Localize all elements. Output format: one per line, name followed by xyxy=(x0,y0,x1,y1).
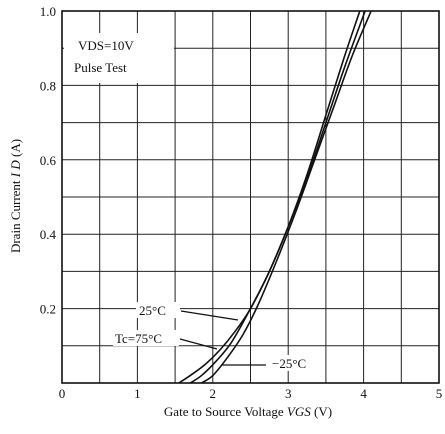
pulse-test-label: Pulse Test xyxy=(74,60,127,75)
y-axis-title: Drain Current I D (A) xyxy=(8,139,23,253)
x-tick-label: 1 xyxy=(134,386,141,401)
conditions-box xyxy=(64,33,174,83)
curve-series-1 xyxy=(189,11,366,383)
x-tick-label: 5 xyxy=(436,386,443,401)
grid xyxy=(62,11,439,383)
vds-condition: VDS=10V xyxy=(78,38,134,53)
curves xyxy=(178,11,372,383)
x-axis-title: Gate to Source Voltage VGS (V) xyxy=(164,404,332,419)
leader-line-25c xyxy=(180,310,239,321)
curve-label-minus25c: −25°C xyxy=(272,356,306,371)
plot-frame xyxy=(61,10,440,384)
y-tick-label: 1.0 xyxy=(40,4,56,19)
y-tick-label: 0.8 xyxy=(40,78,56,93)
curve-series-2 xyxy=(201,11,372,383)
y-tick-label: 0.6 xyxy=(40,153,57,168)
y-tick-label: 0.4 xyxy=(40,227,57,242)
x-tick-label: 2 xyxy=(210,386,217,401)
curve-label-75c: Tc=75°C xyxy=(115,331,162,346)
x-tick-label: 3 xyxy=(285,386,292,401)
tick-labels: 0 1 2 3 4 5 0.2 0.4 0.6 0.8 1.0 xyxy=(40,4,443,401)
label-bg-75 xyxy=(113,330,179,346)
x-tick-label: 4 xyxy=(360,386,367,401)
y-tick-label: 0.2 xyxy=(40,302,56,317)
x-tick-label: 0 xyxy=(59,386,66,401)
curve-label-25c: 25°C xyxy=(139,303,166,318)
label-bg-25 xyxy=(136,302,180,318)
leader-line-75c xyxy=(179,338,218,350)
label-bg-m25 xyxy=(265,355,317,371)
